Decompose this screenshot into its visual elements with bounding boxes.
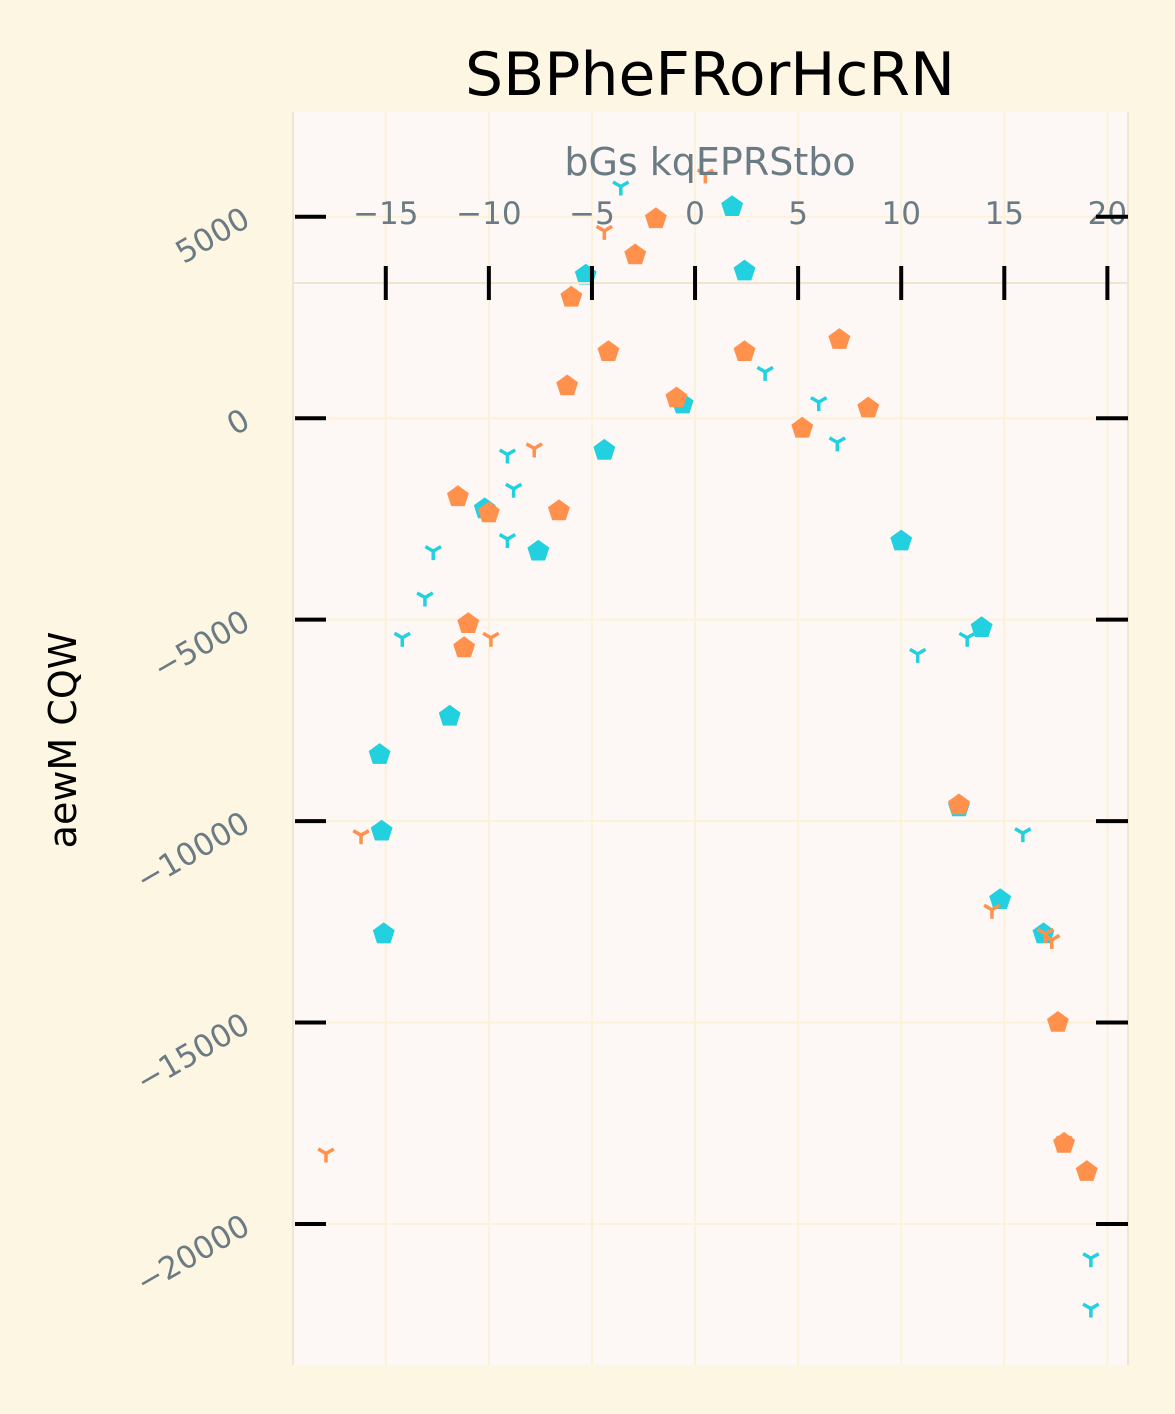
data-point [457, 612, 480, 633]
data-point [372, 922, 395, 944]
data-point [1047, 1011, 1069, 1032]
data-points [317, 168, 1100, 1318]
data-point [416, 591, 434, 607]
plot-area [293, 112, 1128, 1365]
data-point [482, 631, 500, 647]
data-point [424, 545, 442, 561]
data-point [447, 485, 469, 507]
data-point [1036, 927, 1055, 943]
data-point [317, 1147, 335, 1163]
data-point [498, 533, 517, 549]
data-point [504, 482, 523, 498]
data-point [909, 647, 927, 663]
x-tick-label: −10 [456, 196, 521, 232]
data-point [438, 704, 461, 726]
grid [293, 112, 1128, 1365]
x-tick-label: 10 [881, 196, 920, 232]
data-point [593, 438, 616, 460]
data-point [970, 616, 993, 637]
data-point [958, 631, 976, 647]
data-point [527, 539, 550, 561]
data-point [696, 168, 715, 184]
x-tick-label: 5 [788, 196, 808, 232]
data-point [756, 365, 774, 381]
data-point [983, 903, 1001, 919]
data-point [1082, 1252, 1100, 1268]
data-point [810, 396, 828, 412]
data-point [644, 207, 667, 229]
data-point [791, 416, 814, 438]
x-tick-label: −15 [353, 196, 418, 232]
data-point [453, 636, 476, 658]
data-point [665, 386, 688, 408]
x-tick-label: −5 [569, 196, 615, 232]
chart-title: SBPheFRorHcRN [465, 40, 955, 110]
data-point [477, 501, 500, 523]
data-point [1075, 1160, 1098, 1181]
y-axis-label: aewM CQW [41, 632, 85, 849]
data-point [370, 819, 393, 841]
data-point [368, 743, 391, 764]
data-point [828, 436, 846, 452]
data-point [1082, 1302, 1100, 1318]
data-point [556, 374, 579, 396]
data-point [548, 499, 570, 521]
data-point [624, 243, 647, 265]
data-point [597, 340, 620, 361]
data-point [989, 888, 1012, 909]
data-point [498, 448, 517, 464]
data-point [352, 829, 370, 845]
data-point [595, 224, 613, 240]
x-axis-label: bGs kqEPRStbo [564, 140, 855, 184]
data-point [948, 793, 970, 815]
data-point [1014, 827, 1032, 843]
data-point [612, 180, 630, 196]
data-point [1055, 1135, 1073, 1151]
data-point [721, 195, 744, 216]
data-point [890, 529, 913, 551]
x-tick-label: 0 [685, 196, 705, 232]
data-point [733, 340, 756, 361]
data-point [560, 285, 583, 307]
x-tick-label: 15 [985, 196, 1024, 232]
data-point [393, 631, 411, 647]
x-tick-label: 20 [1088, 196, 1127, 232]
data-point [828, 328, 851, 349]
data-point [733, 259, 756, 281]
data-point [857, 396, 880, 418]
data-point [525, 442, 543, 458]
